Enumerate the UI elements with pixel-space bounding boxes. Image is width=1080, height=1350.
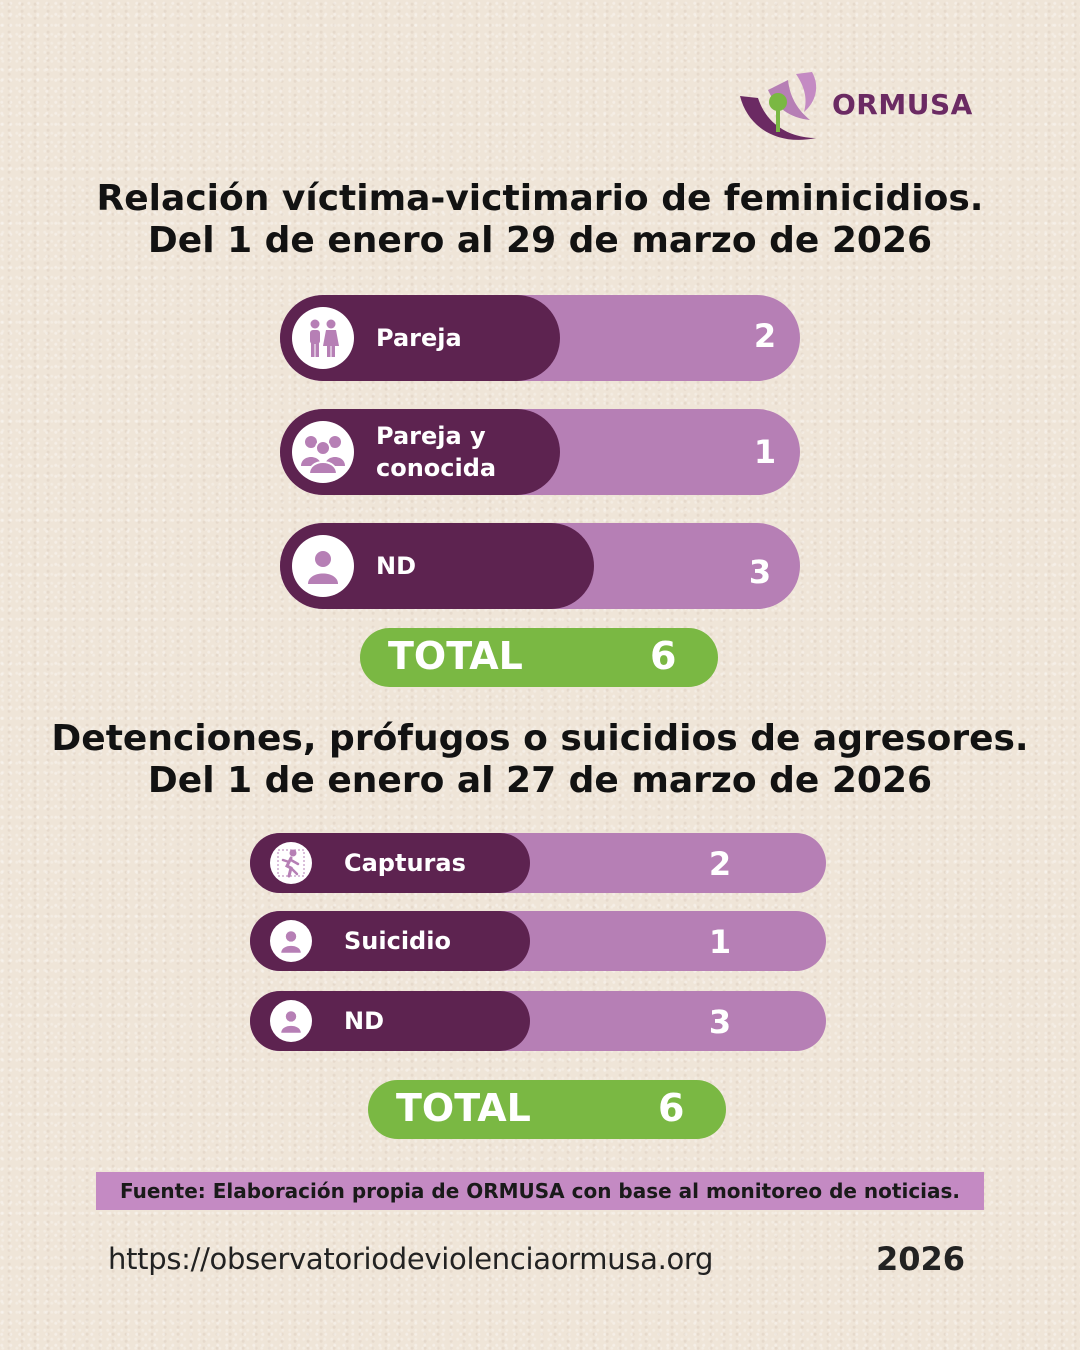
person-icon [270,1000,312,1042]
outcome-value: 2 [708,845,732,883]
total-value: 6 [658,1086,685,1130]
outcome-value: 3 [708,1003,732,1041]
total-value: 6 [650,634,677,678]
brand-name: ORMUSA [832,88,973,121]
outcome-label: Suicidio [344,927,451,955]
outcome-label: ND [344,1007,385,1035]
section1-title-line2: Del 1 de enero al 29 de marzo de 2026 [147,220,933,261]
outcome-row-suicidio: Suicidio 1 [250,911,826,971]
relation-label-line1: Pareja y [376,422,486,450]
total-badge: TOTAL 6 [368,1080,726,1139]
total-badge: TOTAL 6 [360,628,718,687]
person-icon [292,535,354,597]
relation-label: Pareja y conocida [376,420,496,484]
website-link[interactable]: https://observatoriodeviolenciaormusa.or… [108,1242,714,1276]
relation-value: 3 [748,553,772,591]
section2-title: Detenciones, prófugos o suicidios de agr… [0,718,1080,802]
couple-icon [292,307,354,369]
section1-title-line1: Relación víctima-victimario de feminicid… [96,178,984,219]
source-note: Fuente: Elaboración propia de ORMUSA con… [96,1172,984,1210]
outcome-row-nd: ND 3 [250,991,826,1051]
relation-row-nd: ND 3 [280,523,800,609]
relation-label-line2: conocida [376,454,497,482]
outcome-row-capturas: Capturas 2 [250,833,826,893]
section2-title-line1: Detenciones, prófugos o suicidios de agr… [51,718,1029,759]
section1-title: Relación víctima-victimario de feminicid… [0,178,1080,262]
outcome-value: 1 [708,923,732,961]
arrest-icon [270,842,312,884]
relation-row-pareja-conocida: Pareja y conocida 1 [280,409,800,495]
section2-title-line2: Del 1 de enero al 27 de marzo de 2026 [147,760,933,801]
year-label: 2026 [876,1240,966,1278]
outcome-label: Capturas [344,849,466,877]
relation-value: 1 [753,433,777,471]
relation-value: 2 [753,317,777,355]
group-icon [292,421,354,483]
relation-label: Pareja [376,324,462,352]
ormusa-logo [740,72,817,140]
relation-row-pareja: Pareja 2 [280,295,800,381]
person-icon [270,920,312,962]
total-label: TOTAL [396,1086,531,1130]
relation-label: ND [376,552,417,580]
total-label: TOTAL [388,634,523,678]
